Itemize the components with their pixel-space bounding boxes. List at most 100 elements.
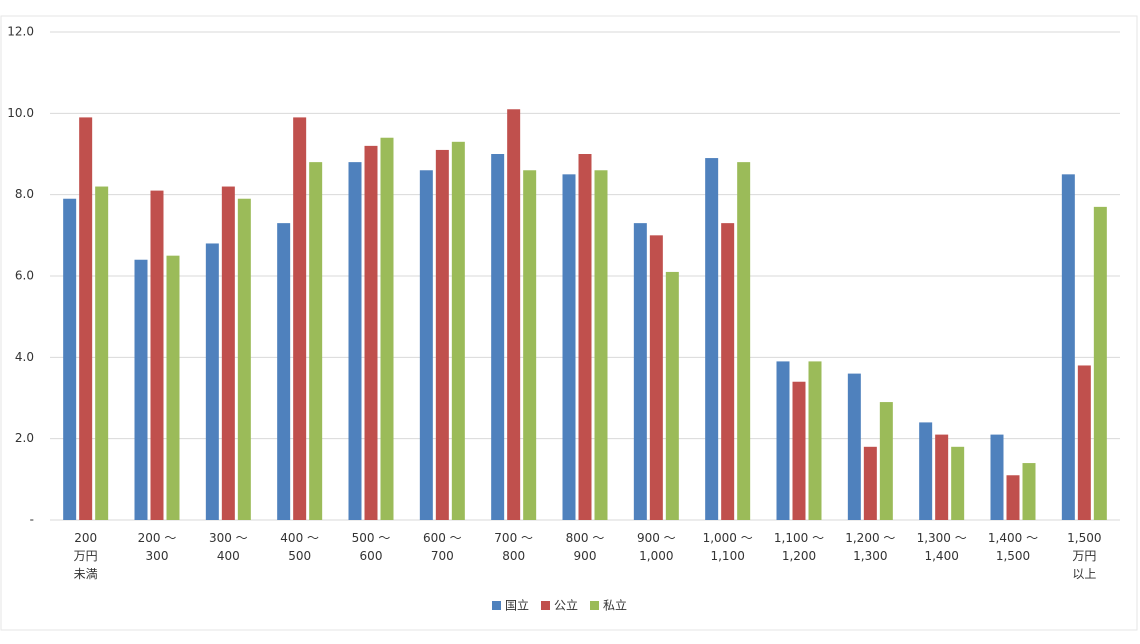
chart-border <box>0 15 1138 631</box>
x-tick-line: 300 〜 <box>209 531 248 545</box>
bar <box>1093 206 1107 520</box>
bar <box>1061 174 1075 521</box>
legend-swatch <box>590 601 599 610</box>
x-tick-line: 未満 <box>74 567 98 581</box>
x-tick-line: 700 <box>431 549 454 563</box>
legend-label: 国立 <box>505 598 529 613</box>
bar <box>1006 475 1020 520</box>
bar <box>847 373 861 520</box>
x-tick-line: 1,400 <box>924 549 958 563</box>
bar <box>491 154 505 520</box>
x-tick-label: 700 〜 800 <box>494 531 533 563</box>
x-tick-line: 700 〜 <box>494 531 533 545</box>
bar <box>523 170 537 520</box>
bar <box>879 402 893 520</box>
x-tick-line: 1,500 <box>996 549 1030 563</box>
bar <box>863 446 877 520</box>
x-tick-line: 1,200 <box>782 549 816 563</box>
bar <box>435 149 449 520</box>
x-tick-line: 300 <box>146 549 169 563</box>
x-tick-label: 200 〜 300 <box>138 531 177 563</box>
x-tick-label: 300 〜 400 <box>209 531 248 563</box>
bar <box>293 117 307 521</box>
x-tick-label: 200 万円未満 <box>74 531 98 581</box>
x-tick-line: 以上 <box>1072 567 1096 581</box>
bar <box>721 223 735 520</box>
y-tick-label: 8.0 <box>15 187 34 201</box>
bar <box>649 235 663 521</box>
bar <box>419 170 433 520</box>
x-tick-line: 500 <box>288 549 311 563</box>
x-tick-line: 1,200 〜 <box>845 531 895 545</box>
x-tick-label: 600 〜 700 <box>423 531 462 563</box>
x-tick-label: 400 〜 500 <box>280 531 319 563</box>
bar <box>776 361 790 520</box>
x-tick-label: 1,100 〜 1,200 <box>774 531 824 563</box>
bar <box>63 198 77 520</box>
x-tick-line: 200 〜 <box>138 531 177 545</box>
y-tick-label: 12.0 <box>7 25 34 39</box>
legend-swatch <box>492 601 501 610</box>
bar <box>221 186 235 521</box>
bar <box>507 109 521 521</box>
bar <box>705 158 719 521</box>
x-tick-line: 1,300 〜 <box>917 531 967 545</box>
bar <box>79 117 93 521</box>
legend-label: 私立 <box>603 598 627 613</box>
bar <box>578 154 592 520</box>
bar <box>919 422 933 520</box>
x-tick-line: 500 〜 <box>352 531 391 545</box>
x-tick-line: 800 〜 <box>566 531 605 545</box>
x-tick-line: 1,100 〜 <box>774 531 824 545</box>
x-tick-label: 1,200 〜 1,300 <box>845 531 895 563</box>
bar <box>309 162 323 520</box>
x-tick-line: 1,400 〜 <box>988 531 1038 545</box>
bar <box>205 243 219 520</box>
bar <box>808 361 822 520</box>
bar <box>237 198 251 520</box>
bar <box>562 174 576 521</box>
bar <box>277 223 291 520</box>
x-tick-label: 500 〜 600 <box>352 531 391 563</box>
bar <box>166 255 180 520</box>
bar <box>951 446 965 520</box>
x-tick-line: 万円 <box>1072 549 1096 563</box>
x-tick-line: 400 〜 <box>280 531 319 545</box>
bar <box>1077 365 1091 520</box>
bar <box>990 434 1004 520</box>
y-tick-label: 4.0 <box>15 350 34 364</box>
bar <box>134 259 148 520</box>
x-tick-line: 900 <box>574 549 597 563</box>
bar <box>348 162 362 520</box>
x-tick-line: 1,300 <box>853 549 887 563</box>
bar <box>737 162 751 520</box>
legend-swatch <box>541 601 550 610</box>
bar <box>364 145 378 520</box>
bar <box>380 137 394 520</box>
x-tick-line: 400 <box>217 549 240 563</box>
x-tick-line: 1,500 <box>1067 531 1101 545</box>
bar <box>594 170 608 520</box>
x-tick-label: 1,400 〜 1,500 <box>988 531 1038 563</box>
x-tick-line: 200 <box>74 531 97 545</box>
bar <box>792 381 806 520</box>
x-tick-line: 900 〜 <box>637 531 676 545</box>
x-tick-label: 900 〜 1,000 <box>637 531 676 563</box>
legend-label: 公立 <box>554 598 578 613</box>
x-tick-label: 1,000 〜 1,100 <box>703 531 753 563</box>
x-tick-line: 1,000 <box>639 549 673 563</box>
y-tick-label: - <box>30 513 34 527</box>
x-tick-label: 1,300 〜 1,400 <box>917 531 967 563</box>
bar <box>1022 463 1036 520</box>
x-tick-line: 800 <box>502 549 525 563</box>
x-tick-label: 800 〜 900 <box>566 531 605 563</box>
x-tick-line: 600 〜 <box>423 531 462 545</box>
bar <box>95 186 109 521</box>
bar <box>935 434 949 520</box>
x-tick-line: 1,000 〜 <box>703 531 753 545</box>
bar <box>633 223 647 520</box>
x-tick-label: 1,500 万円以上 <box>1067 531 1101 581</box>
y-tick-label: 6.0 <box>15 269 34 283</box>
x-tick-line: 1,100 <box>710 549 744 563</box>
